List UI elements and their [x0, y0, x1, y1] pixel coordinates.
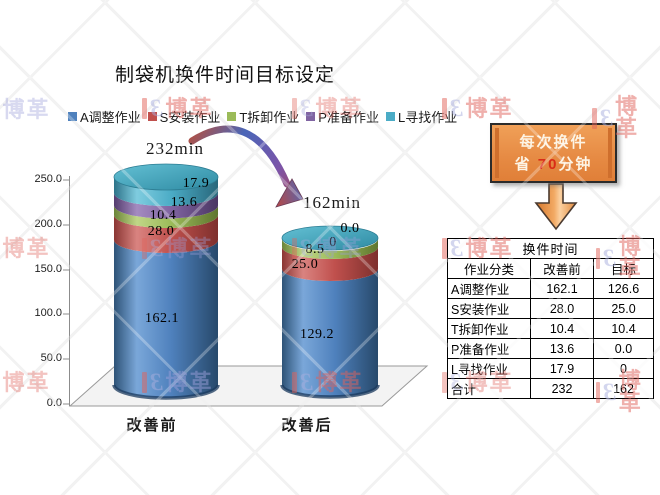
table-header-row: 作业分类 改善前 目标: [447, 258, 654, 279]
label-after-prepare: 0: [329, 235, 337, 250]
y-axis: [63, 176, 70, 406]
legend-swatch-green: [227, 112, 237, 121]
table-row-total: 合计 232 162: [447, 378, 654, 399]
table-row: P准备作业 13.6 0.0: [447, 338, 654, 359]
ytick-150: 150.0: [34, 263, 62, 275]
col-header-target: 目标: [593, 258, 654, 279]
legend-swatch-teal: [385, 112, 395, 121]
label-before-adjust: 162.1: [145, 311, 179, 326]
legend-label: P准备作业: [318, 110, 379, 125]
total-before: 232min: [146, 139, 204, 158]
callout-line2: 省 70分钟: [514, 156, 593, 173]
label-after-adjust: 129.2: [300, 327, 334, 342]
category-after: 改善后: [281, 417, 333, 434]
legend-item: L寻找作业: [385, 107, 458, 126]
chart-legend: A调整作业 S安装作业 T拆卸作业 P准备作业 L寻找作业: [68, 107, 457, 126]
label-before-install: 28.0: [147, 224, 175, 239]
legend-label: S安装作业: [159, 110, 221, 125]
savings-callout: 每次换件 省 70分钟: [490, 123, 617, 183]
table-row: A调整作业 162.1 126.6: [447, 278, 654, 299]
callout-line1: 每次换件: [519, 134, 588, 151]
label-before-search: 17.9: [182, 176, 210, 191]
table-title: 换件时间: [447, 238, 654, 259]
legend-item: S安装作业: [147, 107, 221, 126]
ytick-0: 0.0: [46, 397, 62, 409]
legend-swatch-purple: [306, 112, 316, 121]
down-arrow: [534, 183, 578, 231]
col-header-category: 作业分类: [447, 258, 531, 279]
legend-swatch-red: [147, 112, 157, 121]
table-row: T拆卸作业 10.4 10.4: [447, 318, 654, 339]
col-header-before: 改善前: [530, 258, 594, 279]
legend-label: L寻找作业: [397, 110, 458, 125]
category-before: 改善前: [126, 417, 178, 434]
ytick-200: 200.0: [34, 218, 62, 230]
label-after-search: 0.0: [340, 221, 360, 236]
label-after-install: 25.0: [291, 257, 319, 272]
legend-item: P准备作业: [306, 107, 379, 126]
savings-minutes-value: 70: [537, 156, 559, 173]
ytick-250: 250.0: [34, 173, 62, 185]
legend-label: A调整作业: [80, 110, 141, 125]
total-after: 162min: [303, 193, 361, 212]
legend-swatch-blue: [68, 112, 77, 121]
legend-label: T拆卸作业: [239, 110, 300, 125]
chart-title: 制袋机换件时间目标设定: [114, 65, 335, 86]
change-time-table: 换件时间 作业分类 改善前 目标 A调整作业 162.1 126.6 S安装作业 28…: [447, 238, 654, 399]
legend-item: A调整作业: [68, 107, 141, 126]
table-row: S安装作业 28.0 25.0: [447, 298, 654, 319]
label-before-prepare: 13.6: [170, 195, 198, 210]
ytick-100: 100.0: [34, 307, 62, 319]
table-row: L寻找作业 17.9 0: [447, 358, 654, 379]
legend-item: T拆卸作业: [227, 107, 299, 126]
ytick-50: 50.0: [40, 352, 62, 364]
